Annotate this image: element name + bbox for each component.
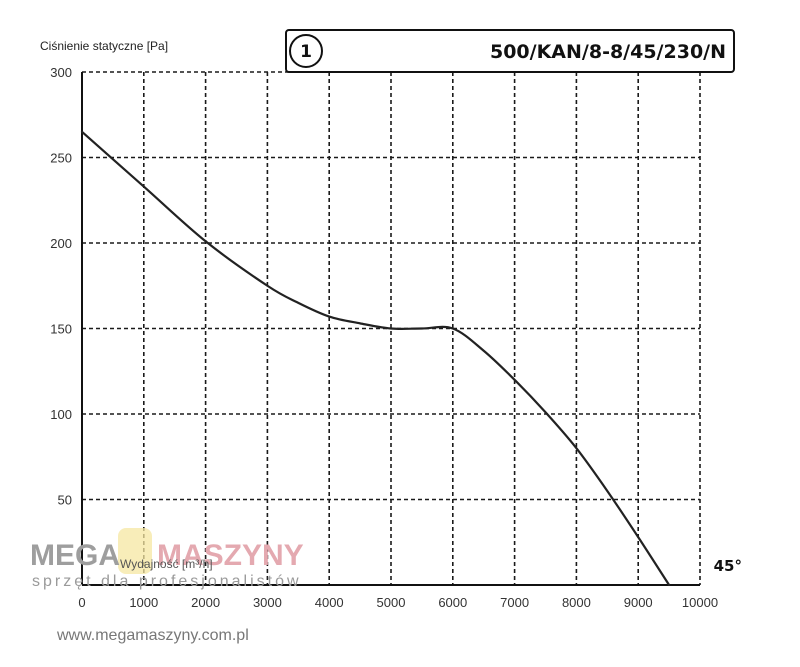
y-tick-label-3: 200 xyxy=(50,236,72,251)
y-tick-label-2: 150 xyxy=(50,322,72,337)
y-tick-label-4: 250 xyxy=(50,151,72,166)
watermark: MEGA MASZYNY sprzęt dla profesjonalistów xyxy=(30,528,304,590)
curve-number-badge xyxy=(289,34,323,68)
blade-angle-annotation: 45° xyxy=(714,557,742,575)
x-tick-labels: 0 1000 2000 3000 4000 5000 6000 7000 8000 9000 100… xyxy=(78,595,718,610)
plot-frame xyxy=(81,72,700,586)
x-tick-label-4: 4000 xyxy=(315,595,344,610)
watermark-brand-right: MASZYNY xyxy=(157,539,304,572)
model-box: 1 500/KAN/8-8/45/230/N xyxy=(285,29,735,73)
x-tick-label-9: 9000 xyxy=(624,595,653,610)
x-axis-label: Wydajność [m³/h] xyxy=(120,557,213,571)
curve-number-text: 1 xyxy=(300,42,312,62)
x-tick-label-5: 5000 xyxy=(377,595,406,610)
y-tick-label-5: 300 xyxy=(50,65,72,80)
x-tick-label-6: 6000 xyxy=(438,595,467,610)
x-tick-label-0: 0 xyxy=(78,595,85,610)
x-tick-label-1: 1000 xyxy=(129,595,158,610)
y-tick-labels: 50 100 150 200 250 300 xyxy=(50,65,72,508)
watermark-logo-shape xyxy=(118,528,152,574)
x-tick-label-8: 8000 xyxy=(562,595,591,610)
x-tick-label-3: 3000 xyxy=(253,595,282,610)
x-tick-label-2: 2000 xyxy=(191,595,220,610)
watermark-tagline: sprzęt dla profesjonalistów xyxy=(32,573,302,590)
y-axis-label: Ciśnienie statyczne [Pa] xyxy=(40,39,168,53)
series-line-0 xyxy=(80,130,671,587)
footer-url: www.megamaszyny.com.pl xyxy=(56,627,249,644)
x-tick-label-7: 7000 xyxy=(500,595,529,610)
model-label: 500/KAN/8-8/45/230/N xyxy=(490,41,726,63)
x-tick-label-10: 10000 xyxy=(682,595,718,610)
watermark-brand-left: MEGA xyxy=(30,539,120,572)
y-tick-label-1: 100 xyxy=(50,407,72,422)
y-tick-label-0: 50 xyxy=(58,493,72,508)
